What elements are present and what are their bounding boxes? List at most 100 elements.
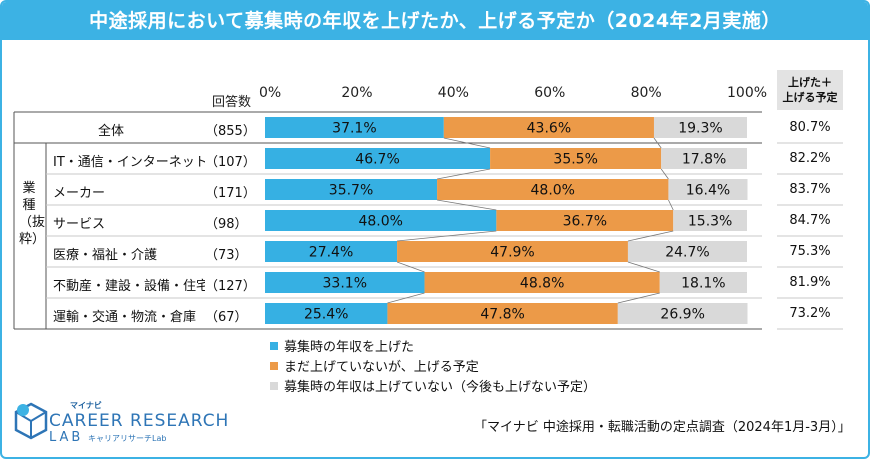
data-label: 47.9% — [490, 245, 534, 261]
connector-line — [387, 292, 425, 304]
row-count: （171） — [205, 185, 256, 201]
data-label: 18.1% — [681, 276, 725, 292]
connector-line — [668, 199, 674, 211]
connector-line — [436, 168, 491, 180]
data-label: 16.4% — [686, 183, 730, 199]
data-label: 48.0% — [358, 214, 402, 230]
connector-line — [617, 292, 660, 304]
data-label: 35.7% — [329, 183, 373, 199]
row-label: 全体 — [98, 123, 125, 139]
x-tick-label: 0% — [259, 85, 282, 101]
x-tick-label: 20% — [341, 85, 373, 101]
row-label: IT・通信・インターネット — [53, 154, 205, 170]
bar-segment-2 — [443, 117, 654, 138]
bar-segment-1 — [265, 179, 438, 200]
row-label: 不動産・建設・設備・住宅関連 — [53, 278, 205, 294]
connector-line — [437, 199, 497, 211]
logo-sub: キャリアリサーチLab — [88, 434, 167, 443]
bar-segment-2 — [437, 179, 669, 200]
connector-line — [660, 168, 669, 180]
legend-item: 募集時の年収は上げていない（今後も上げない予定） — [270, 376, 596, 395]
legend-item: まだ上げていないが、上げる予定 — [270, 356, 479, 375]
logo-name-line2: LAB — [49, 430, 84, 445]
rate-header-line1: 上げた＋ — [788, 76, 832, 89]
data-label: 36.7% — [563, 214, 607, 230]
rate-header-line2: 上げる予定 — [782, 91, 838, 104]
bar-segment-1 — [265, 303, 388, 324]
bar-segment-2 — [424, 272, 660, 293]
chart-grid — [13, 111, 843, 330]
data-label: 19.3% — [678, 121, 722, 137]
bar-segment-3 — [673, 210, 747, 231]
bar-segment-2 — [397, 241, 628, 262]
rate-value: 81.9% — [789, 274, 831, 290]
row-label: 運輸・交通・物流・倉庫 — [53, 309, 197, 325]
rate-value: 73.2% — [789, 305, 831, 321]
bar-segment-1 — [265, 241, 398, 262]
legend-swatch — [270, 382, 278, 390]
rate-value: 75.3% — [789, 243, 831, 259]
data-label: 37.1% — [332, 121, 376, 137]
x-tick-label: 60% — [534, 85, 566, 101]
row-count: （107） — [205, 154, 256, 170]
data-label: 17.8% — [682, 152, 726, 168]
bar-segment-3 — [617, 303, 748, 324]
data-label: 25.4% — [304, 307, 348, 323]
stacked-bar-chart: 37.1% 43.6% 19.3% 46.7% 35.5% 17.8% 35.7% 48.0%… — [265, 117, 748, 324]
legend-label: まだ上げていないが、上げる予定 — [284, 360, 479, 375]
data-label: 15.3% — [688, 214, 732, 230]
logo-name-line1: CAREER RESEARCH — [49, 411, 230, 431]
group-label: 業種（抜粋） — [19, 181, 46, 247]
rate-header: 上げた＋ 上げる予定 — [777, 70, 843, 110]
legend-swatch — [270, 342, 278, 350]
row-count: （73） — [205, 247, 248, 263]
row-count: （127） — [205, 278, 256, 294]
connector-line — [443, 137, 491, 149]
rate-value: 82.2% — [789, 150, 831, 166]
bar-segment-1 — [265, 272, 425, 293]
data-label: 43.6% — [527, 121, 571, 137]
connector-line — [627, 261, 660, 273]
data-label: 24.7% — [665, 245, 709, 261]
count-header: 回答数 — [212, 95, 252, 110]
logo-brand: マイナビ — [70, 401, 102, 410]
bar-segment-2 — [490, 148, 662, 169]
x-tick-label: 40% — [437, 85, 469, 101]
data-label: 27.4% — [309, 245, 353, 261]
legend-label: 募集時の年収を上げた — [284, 340, 415, 355]
rate-value: 80.7% — [789, 119, 831, 135]
row-label: 医療・福祉・介護 — [53, 247, 158, 263]
x-tick-label: 100% — [727, 85, 768, 101]
data-label: 48.8% — [520, 276, 564, 292]
rate-value: 83.7% — [789, 181, 831, 197]
chart-title: 中途採用において募集時の年収を上げたか、上げる予定か（2024年2月実施） — [89, 10, 781, 32]
data-label: 35.5% — [553, 152, 597, 168]
data-label: 33.1% — [323, 276, 367, 292]
legend-swatch — [270, 362, 278, 370]
bar-segment-3 — [668, 179, 748, 200]
bar-segment-3 — [653, 117, 747, 138]
row-count: （67） — [205, 309, 248, 325]
legend-label: 募集時の年収は上げていない（今後も上げない予定） — [284, 380, 597, 395]
data-label: 48.0% — [531, 183, 575, 199]
bar-segment-3 — [627, 241, 747, 262]
x-tick-label: 80% — [630, 85, 662, 101]
logo-mark-icon — [14, 402, 48, 440]
connector-line — [627, 230, 674, 242]
connector-line — [397, 230, 497, 242]
bar-segment-3 — [659, 272, 747, 293]
bar-segment-3 — [661, 148, 747, 169]
row-label: メーカー — [53, 185, 106, 201]
row-label: サービス — [53, 216, 106, 232]
data-label: 46.7% — [355, 152, 399, 168]
bar-segment-2 — [387, 303, 618, 324]
bar-segment-1 — [265, 148, 491, 169]
data-label: 47.8% — [480, 307, 524, 323]
row-count: （855） — [205, 123, 256, 139]
legend-item: 募集時の年収を上げた — [270, 336, 414, 355]
connector-line — [653, 137, 662, 149]
bar-segment-1 — [265, 210, 497, 231]
rate-value: 84.7% — [789, 212, 831, 228]
title-bar — [2, 2, 868, 40]
